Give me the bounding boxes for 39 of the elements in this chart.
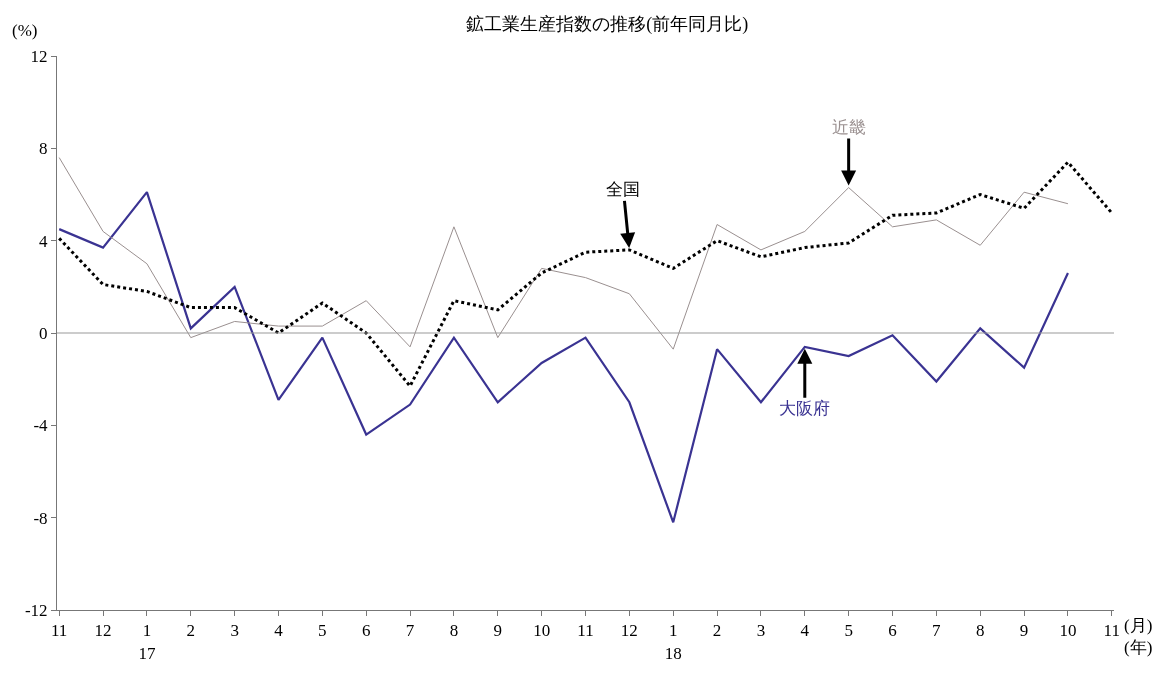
y-tick-label: 8: [39, 139, 48, 159]
y-axis-title: (%): [12, 21, 38, 40]
x-tick-label: 4: [800, 621, 810, 641]
x-tick-label: 9: [493, 621, 503, 641]
x-tick-label: 5: [844, 621, 853, 641]
x-tick-label: 10: [533, 621, 551, 641]
x-tick-label: 11: [1103, 621, 1120, 641]
chart-title: 鉱工業生産指数の推移(前年同月比): [466, 13, 749, 35]
x-axis-title: (月) (年): [1124, 616, 1153, 658]
x-tick-label: 1 18: [664, 621, 682, 663]
line-series: [57, 160, 1114, 388]
x-tick-label: 10: [1059, 621, 1077, 641]
x-tick-label: 4: [274, 621, 284, 641]
x-tick-label: 8: [449, 621, 459, 641]
x-tick-label: 3: [756, 621, 766, 641]
y-tick-label: -12: [24, 600, 48, 620]
x-tick-label: 8: [975, 621, 985, 641]
x-tick-label: 6: [888, 621, 897, 641]
x-tick-label: 5: [318, 621, 327, 641]
x-tick-label: 7: [932, 621, 942, 641]
y-tick-label: 12: [30, 46, 48, 66]
x-tick-label: 3: [230, 621, 239, 641]
x-tick-label: 2: [186, 621, 196, 641]
x-tick-label: 1 17: [138, 621, 156, 663]
y-tick-label: 4: [39, 231, 49, 251]
text: 近畿: [832, 118, 866, 137]
x-tick-label: 11: [51, 621, 68, 641]
x-tick-label: 2: [712, 621, 722, 641]
series-label: 大阪府: [779, 399, 830, 418]
y-tick-label: 0: [39, 323, 48, 343]
x-tick-label: 7: [405, 621, 415, 641]
x-tick-label: 9: [1019, 621, 1029, 641]
x-tick-label: 12: [620, 621, 638, 641]
y-tick-label: -8: [33, 508, 48, 528]
x-tick-label: 6: [361, 621, 371, 641]
text: 全国: [606, 180, 640, 199]
x-tick-label: 11: [577, 621, 594, 641]
y-tick-label: -4: [33, 416, 49, 436]
x-tick-label: 12: [94, 621, 112, 641]
